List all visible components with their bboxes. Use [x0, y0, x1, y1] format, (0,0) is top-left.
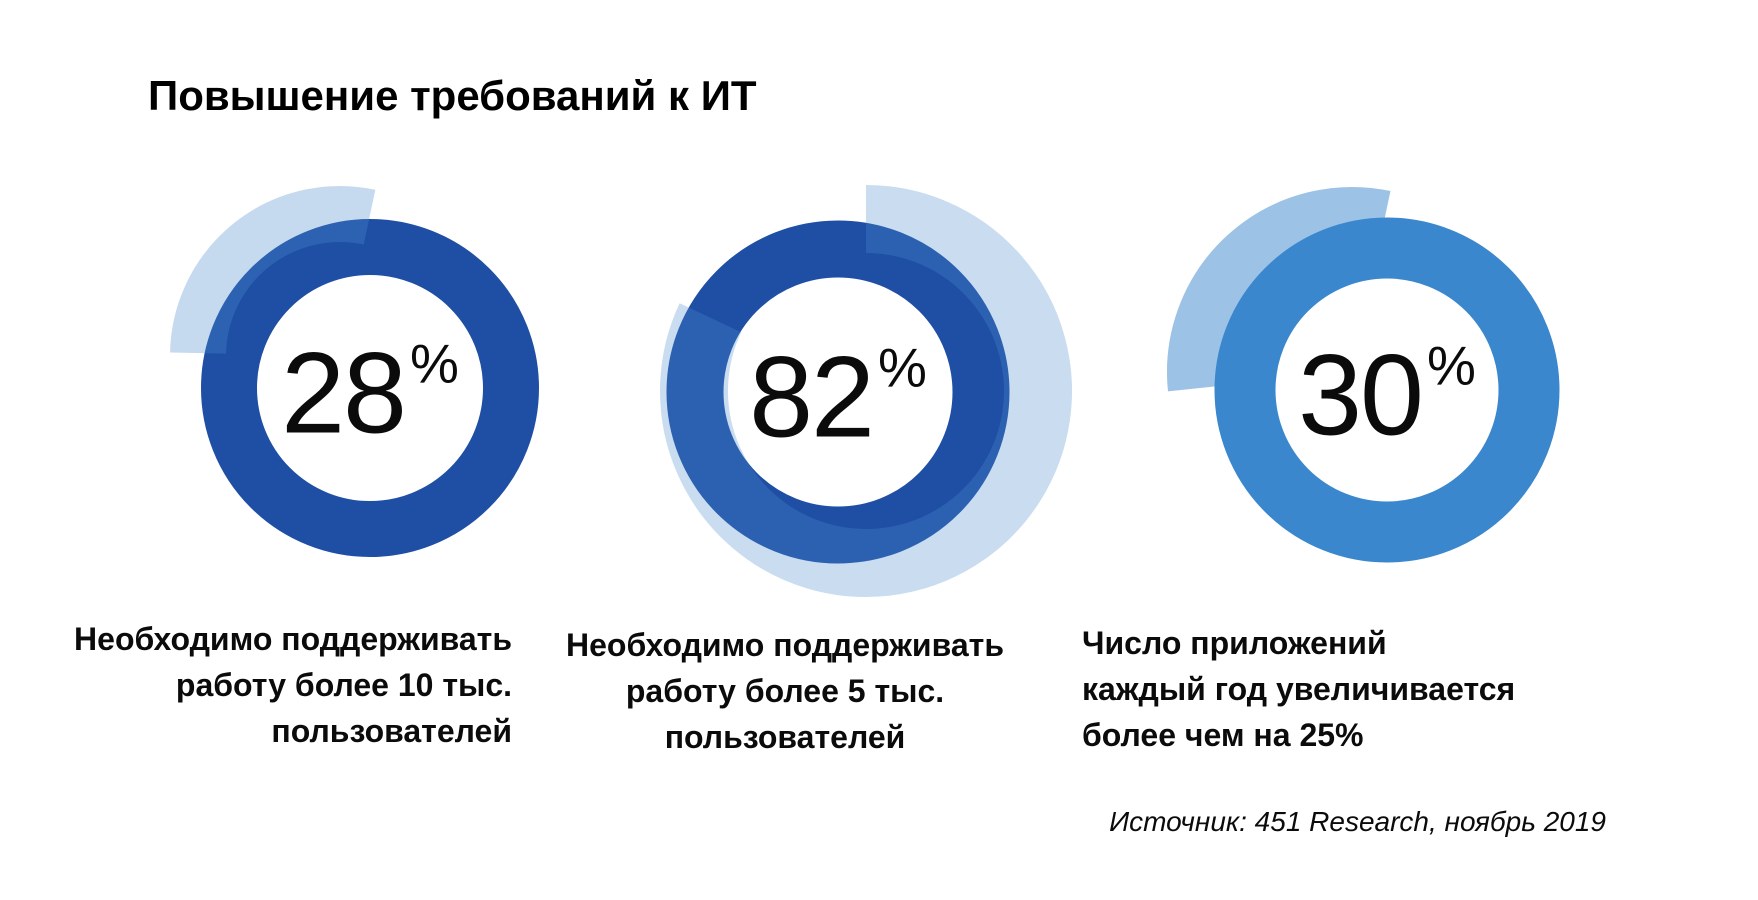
donut-progress-arc — [660, 185, 1072, 597]
caption-line: работу более 5 тыс. — [625, 673, 945, 709]
donut-caption-28: Необходимо поддерживать работу более 10 … — [30, 616, 512, 754]
donut-value-label-28: 28% — [281, 329, 459, 458]
caption-line: пользователей — [271, 713, 512, 749]
donut-value-label-30: 30% — [1298, 331, 1476, 460]
donut-chart-82 — [660, 185, 1072, 597]
percent-sign: % — [1427, 334, 1476, 397]
donut-ring — [666, 220, 1010, 564]
donut-chart-28 — [170, 186, 539, 557]
caption-line: каждый год увеличивается — [1082, 671, 1516, 707]
percent-sign: % — [410, 332, 459, 395]
percent-sign: % — [878, 336, 927, 399]
donut-value-28: 28 — [281, 329, 407, 458]
donut-ring — [201, 219, 539, 557]
donut-value-82: 82 — [749, 333, 875, 462]
donut-progress-arc — [170, 186, 376, 355]
caption-line: Число приложений — [1082, 625, 1387, 661]
caption-line: Необходимо поддерживать — [74, 621, 512, 657]
caption-line: Необходимо поддерживать — [566, 627, 1004, 663]
caption-line: более чем на 25% — [1082, 717, 1364, 753]
source-note: Источник: 451 Research, ноябрь 2019 — [1109, 806, 1606, 837]
caption-line: пользователей — [664, 719, 906, 755]
donut-value-label-82: 82% — [749, 333, 927, 462]
donut-progress-arc — [1167, 187, 1391, 392]
donut-ring — [1214, 217, 1560, 563]
donut-value-30: 30 — [1298, 331, 1424, 460]
caption-line: работу более 10 тыс. — [175, 667, 512, 703]
donut-caption-82: Необходимо поддерживать работу более 5 т… — [565, 622, 1005, 760]
donut-chart-30 — [1167, 187, 1560, 563]
donut-caption-30: Число приложений каждый год увеличиваетс… — [1082, 620, 1562, 758]
page-title: Повышение требований к ИТ — [148, 72, 757, 120]
